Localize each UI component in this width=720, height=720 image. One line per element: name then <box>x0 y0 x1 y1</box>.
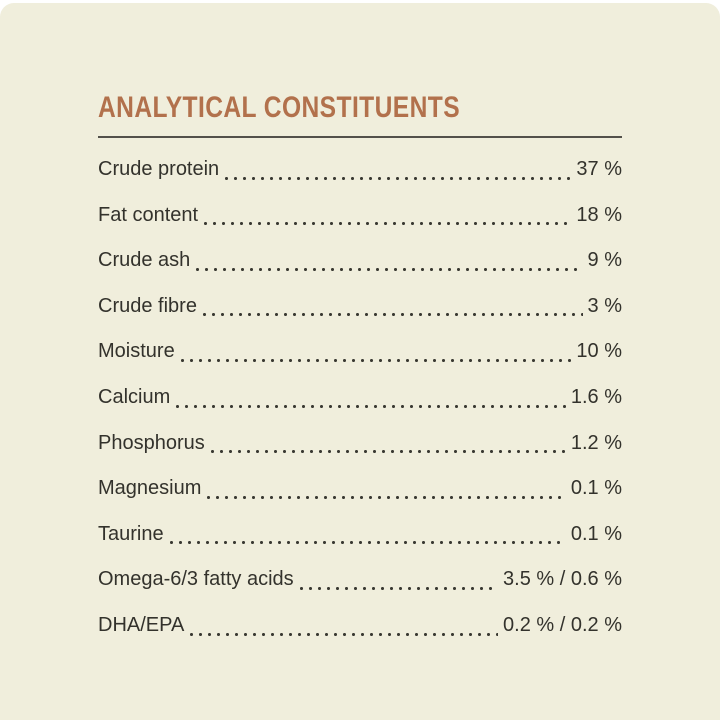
row-value: 1.6 % <box>570 385 622 408</box>
analytical-constituents-card: ANALYTICAL CONSTITUENTS Crude protein 37… <box>0 3 720 720</box>
row-value: 0.1 % <box>570 477 622 500</box>
row-label: DHA/EPA <box>98 613 185 636</box>
dot-leader <box>201 466 570 512</box>
row-label: Omega-6/3 fatty acids <box>98 568 294 591</box>
dot-leader <box>294 557 503 603</box>
table-row: Magnesium 0.1 % <box>98 466 622 512</box>
table-row: DHA/EPA 0.2 % / 0.2 % <box>98 603 622 649</box>
panel-content: ANALYTICAL CONSTITUENTS Crude protein 37… <box>0 3 720 649</box>
table-row: Crude protein 37 % <box>98 147 622 193</box>
row-value: 0.2 % / 0.2 % <box>503 613 622 636</box>
constituents-table: Crude protein 37 % Fat content 18 % Crud… <box>98 147 622 649</box>
row-value: 9 % <box>587 249 622 272</box>
table-row: Moisture 10 % <box>98 329 622 375</box>
row-value: 18 % <box>576 203 622 226</box>
dot-leader <box>197 284 588 330</box>
row-value: 0.1 % <box>570 522 622 545</box>
dot-leader <box>170 375 571 421</box>
row-value: 1.2 % <box>570 431 622 454</box>
row-label: Phosphorus <box>98 431 205 454</box>
row-value: 10 % <box>576 340 622 363</box>
dot-leader <box>175 329 577 375</box>
dot-leader <box>205 421 571 467</box>
title-divider <box>98 136 622 138</box>
row-label: Moisture <box>98 340 175 363</box>
table-row: Fat content 18 % <box>98 193 622 239</box>
table-row: Phosphorus 1.2 % <box>98 421 622 467</box>
dot-leader <box>198 193 576 239</box>
table-row: Calcium 1.6 % <box>98 375 622 421</box>
row-label: Crude protein <box>98 158 220 180</box>
dot-leader <box>184 603 503 649</box>
table-row: Taurine 0.1 % <box>98 512 622 558</box>
table-row: Crude fibre 3 % <box>98 284 622 330</box>
dot-leader <box>164 512 571 558</box>
row-value: 37 % <box>576 158 622 180</box>
row-label: Crude ash <box>98 249 191 272</box>
table-row: Omega-6/3 fatty acids 3.5 % / 0.6 % <box>98 557 622 603</box>
row-label: Taurine <box>98 522 164 545</box>
row-label: Magnesium <box>98 477 202 500</box>
row-label: Fat content <box>98 203 199 226</box>
row-value: 3.5 % / 0.6 % <box>503 568 622 591</box>
row-value: 3 % <box>587 294 622 317</box>
row-label: Calcium <box>98 385 171 408</box>
dot-leader <box>190 238 587 284</box>
dot-leader <box>219 147 576 193</box>
row-label: Crude fibre <box>98 294 197 317</box>
panel-title: ANALYTICAL CONSTITUENTS <box>98 91 461 124</box>
table-row: Crude ash 9 % <box>98 238 622 284</box>
